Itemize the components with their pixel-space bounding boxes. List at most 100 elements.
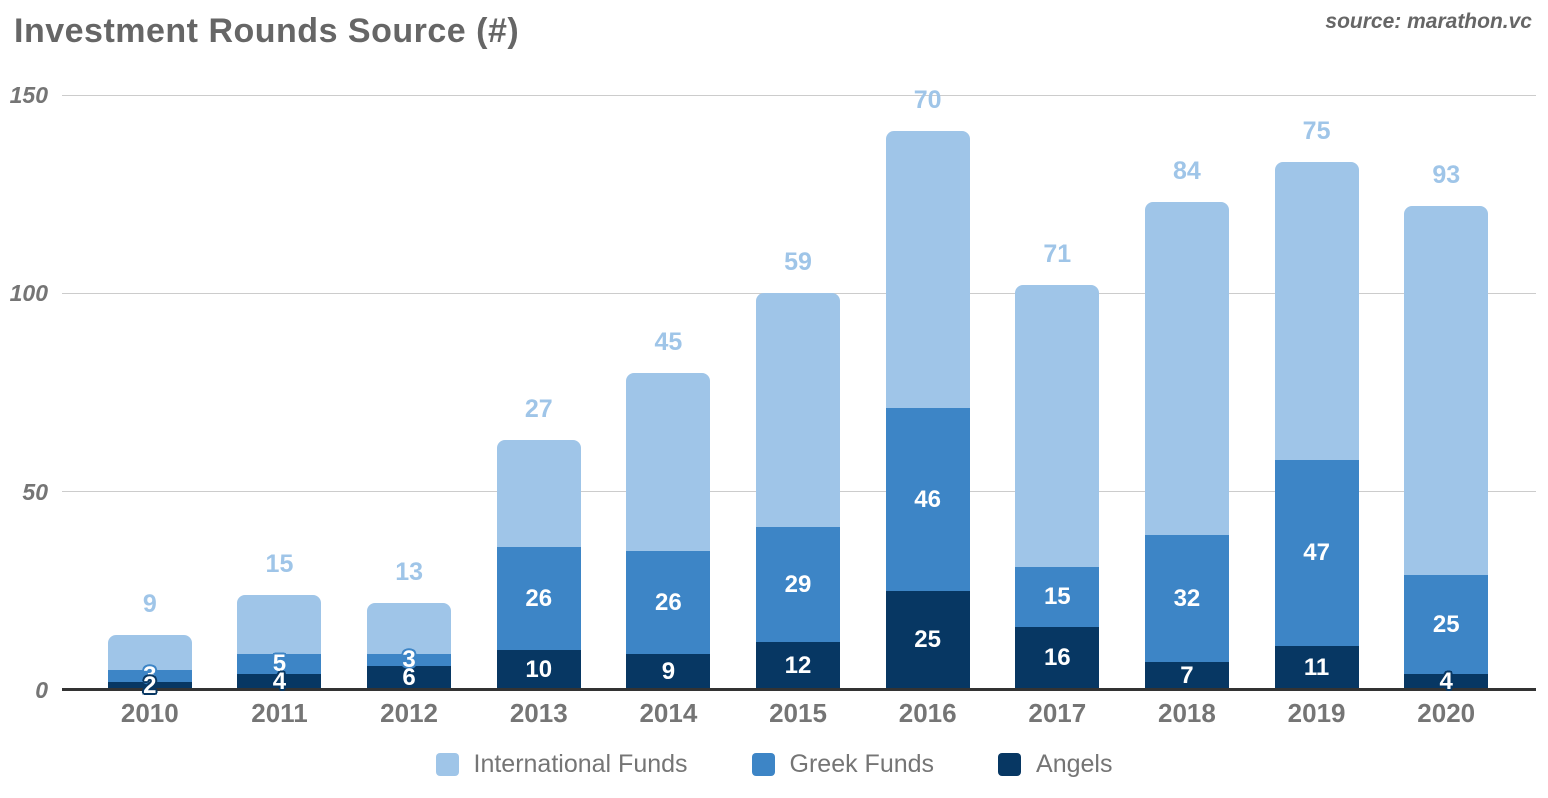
label-greek-funds-2013: 26 [525, 584, 553, 612]
label-angels-2016: 25 [914, 626, 941, 654]
bar-segment-international-funds-2019[interactable] [1274, 162, 1359, 460]
label-international-funds-2015: 59 [784, 248, 812, 277]
bar-segment-greek-funds-2011[interactable]: 5 [237, 650, 322, 678]
label-greek-funds-2015: 29 [784, 570, 812, 598]
chart-title: Investment Rounds Source (#) [14, 12, 520, 50]
bar-segment-greek-funds-2017[interactable]: 15 [1015, 567, 1100, 627]
y-axis-tick-label-150: 150 [9, 82, 48, 108]
bar-segment-international-funds-2012[interactable] [367, 602, 452, 655]
bar-group-2014: 45 26 9 [604, 95, 734, 690]
label-angels-2012: 6 [402, 664, 416, 692]
bar-segment-angels-2020[interactable]: 4 [1404, 670, 1489, 694]
x-axis-label-2017: 2017 [1028, 698, 1087, 728]
label-international-funds-2013: 27 [524, 395, 553, 424]
bar-stack-2018: 32 7 [1144, 202, 1229, 690]
bar-stack-2020: 25 4 [1404, 206, 1489, 694]
bar-segment-international-funds-2015[interactable] [756, 293, 841, 528]
x-axis-label-2014: 2014 [639, 698, 698, 728]
bar-segment-angels-2018[interactable]: 7 [1144, 662, 1229, 690]
source-attribution: source: marathon.vc [1325, 10, 1532, 33]
x-axis-label-2012: 2012 [380, 698, 439, 728]
bar-segment-greek-funds-2015[interactable]: 29 [756, 527, 841, 643]
legend-swatch-angels [998, 753, 1022, 776]
label-angels-2013: 10 [525, 656, 553, 684]
label-greek-funds-2011: 5 [272, 650, 287, 678]
bar-stack-2019: 47 11 [1274, 162, 1359, 690]
legend-swatch-greek-funds [751, 753, 775, 776]
bar-group-2013: 27 26 10 [474, 95, 604, 690]
bar-group-2012: 13 3 6 [344, 95, 474, 690]
legend: International Funds Greek Funds Angels [0, 750, 1548, 779]
label-greek-funds-2010: 3 [143, 662, 157, 690]
bar-segment-international-funds-2014[interactable] [626, 372, 711, 552]
bar-segment-angels-2011[interactable]: 4 [237, 670, 322, 694]
label-international-funds-2011: 15 [265, 549, 294, 578]
bar-group-2020: 93 25 4 [1381, 95, 1511, 694]
bar-stack-2014: 26 9 [626, 372, 711, 690]
legend-item-international-funds[interactable]: International Funds [435, 750, 688, 779]
label-angels-2018: 7 [1180, 662, 1194, 690]
y-axis-tick-label-0: 0 [35, 677, 48, 703]
label-greek-funds-2016: 46 [914, 485, 941, 513]
bar-segment-angels-2010[interactable]: 2 [107, 674, 192, 698]
x-axis-label-2018: 2018 [1158, 698, 1216, 728]
bar-segment-international-funds-2018[interactable] [1144, 202, 1229, 536]
label-international-funds-2016: 70 [913, 85, 942, 114]
bar-segment-angels-2012[interactable]: 6 [367, 664, 452, 692]
bar-group-2016: 70 46 25 [863, 86, 993, 690]
bar-segment-greek-funds-2020[interactable]: 25 [1404, 574, 1489, 675]
bar-group-2018: 84 32 7 [1122, 95, 1252, 690]
bar-segment-international-funds-2020[interactable] [1404, 206, 1489, 575]
x-axis-label-2010: 2010 [120, 698, 179, 728]
bar-segment-international-funds-2011[interactable] [237, 594, 322, 655]
legend-label-greek-funds: Greek Funds [789, 750, 935, 778]
y-axis-tick-label-100: 100 [9, 280, 48, 307]
bars-container: 9 3 2 15 5 4 13 3 6 27 26 10 45 26 9 59 29 12 70 46 25 71 15 16… [85, 86, 1511, 698]
bar-group-2011: 15 5 4 [215, 95, 345, 694]
x-axis-baseline [62, 688, 1536, 691]
bar-stack-2016: 46 25 [885, 130, 970, 690]
label-angels-2010: 2 [143, 672, 157, 700]
label-international-funds-2012: 13 [395, 557, 423, 586]
x-axis-label-2019: 2019 [1287, 698, 1346, 728]
bar-segment-greek-funds-2012[interactable]: 3 [367, 648, 452, 672]
bar-segment-greek-funds-2018[interactable]: 32 [1144, 535, 1229, 663]
label-international-funds-2017: 71 [1043, 240, 1072, 269]
bar-segment-greek-funds-2010[interactable]: 3 [107, 664, 192, 688]
label-international-funds-2014: 45 [654, 327, 683, 356]
label-greek-funds-2020: 25 [1432, 610, 1460, 638]
bar-segment-angels-2015[interactable]: 12 [756, 642, 841, 690]
legend-item-angels[interactable]: Angels [998, 750, 1113, 779]
bar-segment-angels-2016[interactable]: 25 [885, 590, 970, 690]
bar-segment-angels-2017[interactable]: 16 [1015, 626, 1100, 690]
bar-segment-international-funds-2016[interactable] [885, 130, 970, 409]
label-angels-2019: 11 [1303, 654, 1330, 682]
bar-segment-international-funds-2017[interactable] [1015, 285, 1100, 568]
bar-segment-greek-funds-2019[interactable]: 47 [1274, 459, 1359, 647]
y-axis-tick-label-50: 50 [22, 478, 48, 505]
bar-segment-angels-2013[interactable]: 10 [496, 650, 581, 690]
bar-segment-angels-2014[interactable]: 9 [626, 654, 711, 690]
label-international-funds-2010: 9 [142, 589, 157, 618]
bar-segment-international-funds-2013[interactable] [496, 440, 581, 548]
legend-item-greek-funds[interactable]: Greek Funds [751, 750, 935, 779]
bar-segment-international-funds-2010[interactable] [107, 634, 192, 671]
bar-segment-greek-funds-2014[interactable]: 26 [626, 551, 711, 655]
label-greek-funds-2014: 26 [655, 588, 682, 616]
bar-segment-greek-funds-2013[interactable]: 26 [496, 547, 581, 651]
x-axis-label-2015: 2015 [769, 698, 827, 728]
label-international-funds-2019: 75 [1302, 117, 1331, 146]
bar-segment-greek-funds-2016[interactable]: 46 [885, 408, 970, 591]
bar-group-2015: 59 29 12 [733, 95, 863, 690]
gridline-150 [62, 94, 1536, 96]
legend-swatch-international-funds [435, 753, 459, 776]
label-angels-2015: 12 [784, 652, 812, 680]
bar-segment-angels-2019[interactable]: 11 [1274, 646, 1359, 690]
legend-label-angels: Angels [1036, 750, 1113, 778]
bar-stack-2015: 29 12 [756, 293, 841, 690]
